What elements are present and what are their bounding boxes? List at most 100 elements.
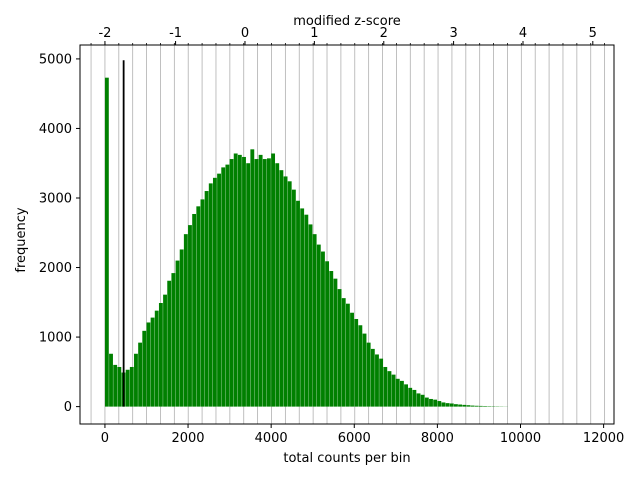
histogram-bar: [262, 159, 267, 407]
histogram-bar: [134, 353, 138, 407]
histogram-bar: [167, 280, 172, 407]
histogram-bar: [258, 154, 263, 407]
top-axis-label: modified z-score: [293, 14, 401, 29]
histogram-bar: [408, 387, 413, 407]
y-tick-label: 5000: [39, 52, 72, 67]
histogram-bar: [416, 393, 421, 407]
histogram-bar: [370, 348, 375, 407]
y-tick-label: 4000: [39, 122, 72, 137]
histogram-bar: [321, 251, 325, 407]
histogram-bar: [458, 404, 463, 407]
histogram-bar: [454, 404, 458, 407]
histogram-bar: [404, 384, 408, 407]
histogram-bar: [154, 310, 159, 407]
histogram-bar: [362, 333, 367, 407]
histogram-bar: [466, 405, 471, 407]
histogram-bar: [441, 402, 446, 407]
histogram-bar: [470, 405, 475, 407]
histogram-bar: [433, 399, 438, 407]
histogram-bar: [329, 271, 334, 407]
histogram-bar: [200, 199, 205, 407]
histogram-bar: [412, 389, 417, 407]
histogram-bar: [242, 156, 246, 407]
histogram-bar: [325, 261, 330, 407]
histogram-bar: [395, 378, 400, 407]
histogram-bar: [312, 234, 317, 407]
histogram-bar: [474, 405, 479, 407]
histogram-bar: [254, 159, 259, 407]
x-tick-label: 2000: [171, 431, 204, 446]
histogram-bar: [229, 159, 234, 407]
histogram-bar: [113, 364, 118, 407]
histogram-bar: [142, 330, 147, 407]
histogram-bar: [379, 358, 384, 407]
histogram-bar: [221, 167, 226, 407]
top-axis-ticks: -2 -1 0 1 2 3 4 5: [90, 26, 606, 45]
histogram-bar: [341, 298, 346, 407]
x-tick-label: 0: [101, 431, 109, 446]
histogram-bar: [333, 278, 338, 407]
histogram-bar: [150, 317, 155, 407]
histogram-bar: [345, 303, 350, 407]
histogram-bar: [437, 401, 442, 407]
y-axis-ticks: 0 1000 2000 3000 4000 5000: [39, 52, 80, 415]
histogram-bar: [146, 322, 151, 407]
histogram-bar: [158, 302, 163, 407]
histogram-bar: [275, 163, 280, 407]
histogram-bar: [383, 366, 388, 407]
histogram-bar: [429, 398, 433, 407]
top-tick-label: 3: [449, 26, 457, 41]
plot-border: [79, 44, 615, 425]
histogram-bar: [271, 153, 276, 407]
histogram-bar: [462, 404, 467, 407]
histogram-bar: [291, 189, 296, 407]
histogram-bar: [104, 77, 109, 407]
histogram-bar: [117, 366, 122, 407]
top-tick-label: 2: [380, 26, 388, 41]
histogram-bar: [350, 312, 354, 407]
histogram-bar: [387, 371, 392, 407]
histogram-bar: [125, 369, 130, 407]
histogram-bar: [267, 158, 271, 407]
histogram-bar: [354, 318, 359, 407]
histogram-bar: [179, 249, 184, 407]
histogram-bar: [208, 183, 213, 407]
x-tick-label: 8000: [421, 431, 454, 446]
histogram-bar: [217, 173, 221, 407]
histogram-bar: [358, 325, 363, 407]
y-tick-label: 2000: [39, 261, 72, 276]
x-tick-label: 4000: [255, 431, 288, 446]
histogram-bar: [175, 260, 180, 407]
histogram-bar: [366, 342, 371, 407]
histogram-bar: [316, 244, 321, 407]
x-tick-label: 10000: [500, 431, 541, 446]
histogram-bar: [212, 177, 217, 407]
y-tick-label: 1000: [39, 331, 72, 346]
histogram-bar: [192, 213, 197, 407]
histogram-bar: [138, 342, 143, 407]
histogram-bar: [300, 208, 305, 407]
histogram-bar: [449, 403, 454, 407]
histogram-bar: [283, 176, 288, 407]
top-tick-label: -1: [169, 26, 182, 41]
x-tick-label: 6000: [338, 431, 371, 446]
histogram-bar: [188, 225, 192, 407]
histogram-bar: [296, 200, 300, 407]
histogram-bar: [109, 353, 113, 407]
histogram-bar: [250, 149, 255, 407]
histogram-bar: [445, 403, 450, 407]
y-tick-label: 3000: [39, 191, 72, 206]
y-axis-label: frequency: [14, 207, 29, 273]
x-tick-label: 12000: [583, 431, 624, 446]
histogram-bar: [171, 273, 176, 407]
histogram-bar: [483, 406, 487, 407]
histogram-bar: [375, 354, 379, 407]
x-axis-label: total counts per bin: [283, 451, 410, 466]
histogram-bar: [225, 164, 230, 407]
plot-frame: [79, 44, 615, 425]
histogram-bar: [233, 153, 238, 407]
histogram-bar: [424, 397, 429, 407]
top-tick-label: 1: [310, 26, 318, 41]
histogram-bar: [337, 289, 342, 407]
